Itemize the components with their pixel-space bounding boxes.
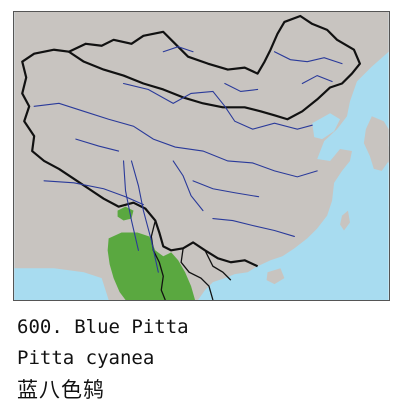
bohai-sea (312, 113, 341, 140)
laos-border (180, 248, 214, 300)
tributary-3 (75, 138, 120, 152)
yangtze-river (33, 102, 318, 178)
yellow-river (122, 82, 313, 130)
tributary-2 (192, 180, 260, 198)
range-area-south (107, 232, 196, 300)
pearl-river (212, 218, 295, 237)
distribution-map (13, 11, 390, 301)
species-scientific-name: Pitta cyanea (17, 347, 155, 369)
species-chinese-name: 蓝八色鸫 (17, 378, 105, 402)
japan-islands (383, 146, 389, 163)
burma-border (150, 220, 166, 300)
salween-river (122, 160, 139, 251)
map-svg (14, 12, 389, 300)
tributary-1 (172, 160, 204, 212)
caption-common-name: 600. Blue Pitta (17, 318, 189, 337)
mekong-river (130, 160, 159, 273)
species-number: 600. (17, 316, 63, 338)
brahmaputra-river (43, 180, 144, 206)
china-border (67, 14, 361, 121)
vietnam-border (204, 250, 232, 281)
rivers (33, 46, 343, 273)
land (14, 12, 389, 300)
bay-of-bengal (14, 268, 109, 300)
songhua-river (301, 74, 333, 85)
hainan-island (266, 268, 285, 285)
heilong-river (273, 51, 343, 65)
korean-peninsula (363, 116, 389, 171)
upper-river-2 (224, 82, 259, 93)
gulf-water (212, 282, 263, 300)
species-common-name: Blue Pitta (74, 316, 189, 338)
china-border-west (21, 48, 259, 268)
taiwan-island (340, 210, 350, 231)
upper-river-1 (162, 46, 194, 53)
